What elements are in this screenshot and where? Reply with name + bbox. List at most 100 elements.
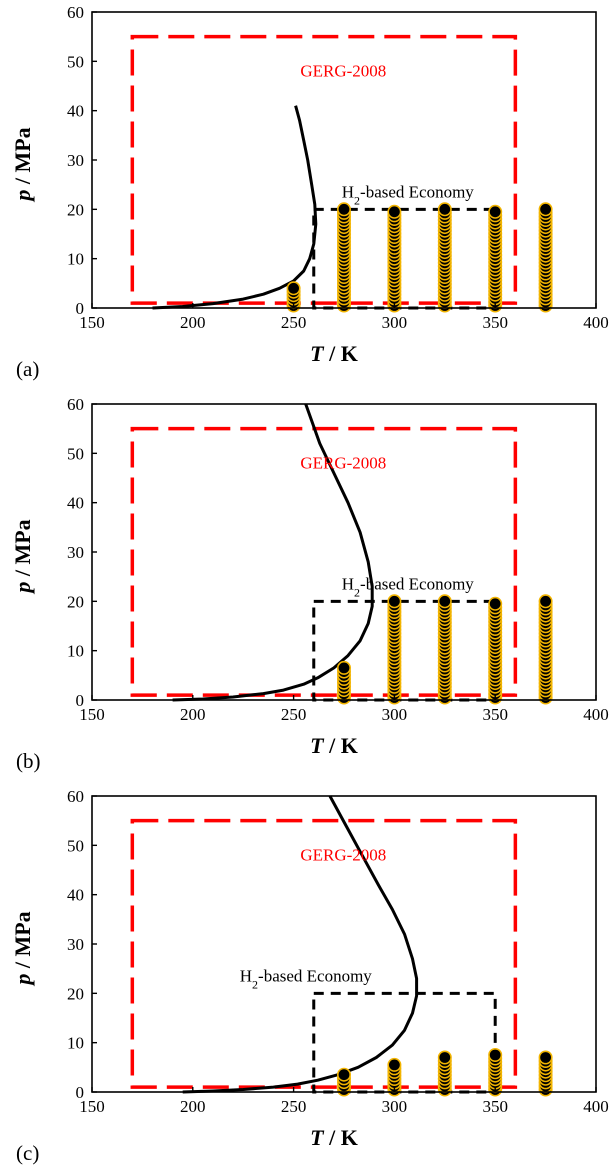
data-point [336,1067,351,1082]
y-tick-label: 10 [67,1034,84,1053]
gerg-validity-box [130,426,518,697]
x-axis-variable: T [310,733,325,758]
x-tick-label: 250 [281,705,307,724]
economy-region-box [312,991,497,1094]
y-tick-label: 50 [67,444,84,463]
x-tick-label: 200 [180,313,206,332]
x-tick-label: 250 [281,313,307,332]
data-point [437,594,452,609]
y-axis-title: p / MPa [10,127,35,202]
y-tick-label: 60 [67,787,84,806]
x-tick-label: 200 [180,1097,206,1116]
data-series-325K [437,594,452,705]
data-series-350K [488,1048,503,1097]
x-tick-label: 350 [482,705,508,724]
y-axis-title: p / MPa [10,911,35,986]
data-series-375K [538,1050,553,1097]
y-tick-label: 20 [67,984,84,1003]
y-tick-label: 20 [67,592,84,611]
x-tick-label: 150 [79,1097,105,1116]
data-series-325K [437,1050,452,1097]
x-tick-label: 150 [79,705,105,724]
data-point [387,204,402,219]
x-tick-label: 350 [482,313,508,332]
data-point [286,281,301,296]
data-point [488,1048,503,1063]
economy-label-prefix: H [342,182,354,201]
x-tick-label: 350 [482,1097,508,1116]
phase-envelope-curve [182,795,419,1094]
plot-frame [91,795,597,1093]
phase-envelope-curve [172,403,374,702]
y-tick-label: 30 [67,151,84,170]
data-point [538,202,553,217]
y-tick-label: 0 [76,299,85,318]
data-series-300K [387,204,402,313]
y-tick-label: 20 [67,200,84,219]
gerg-validity-box [130,818,518,1089]
data-point [488,596,503,611]
y-axis-unit: / MPa [10,519,35,581]
y-axis-variable: p [10,582,35,595]
x-axis-unit: / K [324,1125,358,1150]
economy-label-prefix: H [342,574,354,593]
data-series-375K [538,202,553,313]
panel-label: (b) [16,749,41,773]
gerg-label: GERG-2008 [300,454,386,473]
y-tick-label: 0 [76,1083,85,1102]
economy-label: H2-based Economy [342,182,475,207]
x-axis-title: T / K [310,733,358,758]
x-tick-label: 400 [583,705,609,724]
x-tick-label: 150 [79,313,105,332]
economy-label-subscript: 2 [354,585,360,599]
data-point [538,594,553,609]
data-point [387,1057,402,1072]
x-tick-label: 200 [180,705,206,724]
gerg-label: GERG-2008 [300,62,386,81]
y-tick-label: 50 [67,836,84,855]
phase-envelope-curve [152,105,318,310]
panel-label: (c) [16,1141,39,1165]
x-tick-label: 300 [382,1097,408,1116]
gerg-validity-box [130,34,518,305]
economy-label-subscript: 2 [354,193,360,207]
y-tick-label: 10 [67,250,84,269]
x-axis-unit: / K [324,341,358,366]
data-series-300K [387,594,402,705]
y-axis-unit: / MPa [10,127,35,189]
y-axis-variable: p [10,190,35,203]
panel-label: (a) [16,357,39,381]
data-point [336,660,351,675]
economy-label-suffix: -based Economy [360,574,474,593]
x-axis-title: T / K [310,341,358,366]
data-point [488,204,503,219]
economy-label: H2-based Economy [240,966,373,991]
data-point [538,1050,553,1065]
y-tick-label: 30 [67,543,84,562]
economy-label-suffix: -based Economy [258,966,372,985]
y-axis-title: p / MPa [10,519,35,594]
y-tick-label: 10 [67,642,84,661]
data-series-375K [538,594,553,705]
data-point [387,594,402,609]
data-series-275K [336,1067,351,1097]
plot-frame [91,403,597,701]
data-point [437,1050,452,1065]
economy-label-prefix: H [240,966,252,985]
data-series-350K [488,204,503,313]
x-tick-label: 300 [382,705,408,724]
y-tick-label: 40 [67,102,84,121]
economy-label: H2-based Economy [342,574,475,599]
data-point [437,202,452,217]
y-axis-unit: / MPa [10,911,35,973]
data-series-275K [336,660,351,705]
y-tick-label: 40 [67,494,84,513]
data-point [336,202,351,217]
x-tick-label: 300 [382,313,408,332]
y-tick-label: 0 [76,691,85,710]
y-tick-label: 60 [67,3,84,22]
